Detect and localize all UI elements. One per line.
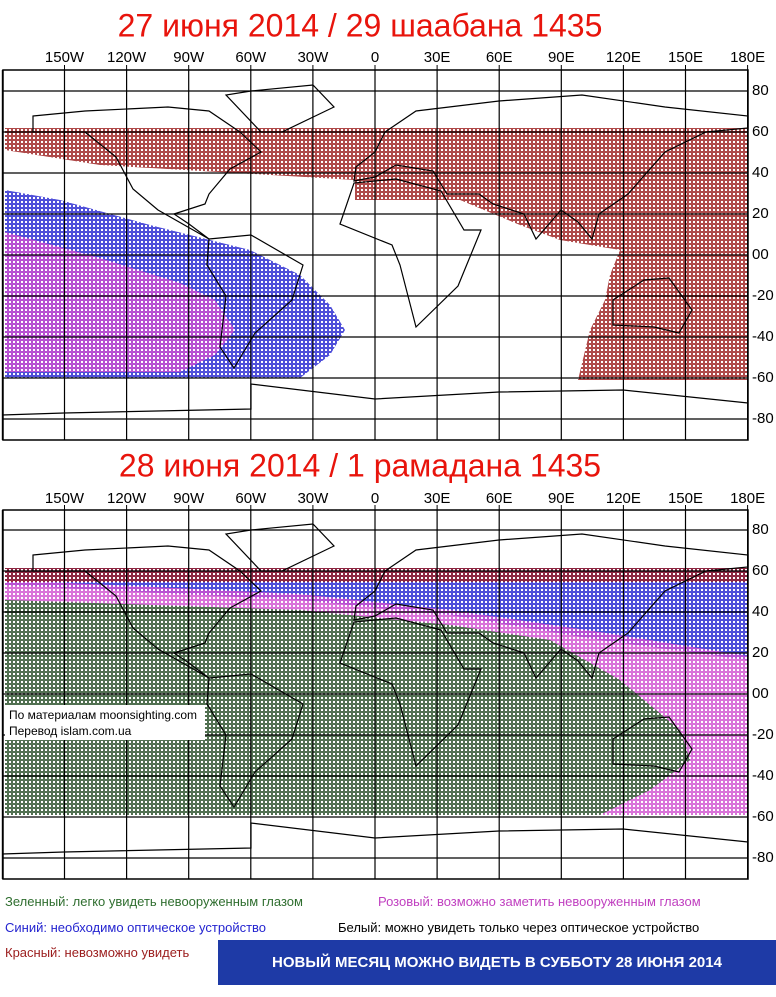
- lat-label: -80: [752, 849, 774, 866]
- lat-label: 20: [752, 205, 769, 222]
- banner: НОВЫЙ МЕСЯЦ МОЖНО ВИДЕТЬ В СУББОТУ 28 ИЮ…: [218, 940, 776, 985]
- lon-label: 120W: [107, 490, 147, 507]
- lat-label: -40: [752, 767, 774, 784]
- lon-label: 60E: [486, 490, 513, 507]
- legend-red: Красный: невозможно увидеть: [5, 945, 190, 960]
- lat-label: 60: [752, 562, 769, 579]
- map-title: 28 июня 2014 / 1 рамадана 1435: [119, 447, 601, 483]
- lat-label: -80: [752, 410, 774, 427]
- lat-label: -60: [752, 808, 774, 825]
- credit-line: Перевод islam.com.ua: [9, 724, 132, 738]
- legend-green: Зеленный: легко увидеть невооруженным гл…: [5, 894, 303, 909]
- lon-label: 30E: [424, 490, 451, 507]
- lon-label: 0: [371, 49, 379, 66]
- map-title: 27 июня 2014 / 29 шаабана 1435: [118, 7, 603, 43]
- lat-label: -20: [752, 287, 774, 304]
- lat-label: 40: [752, 603, 769, 620]
- credit-line: По материалам moonsighting.com: [9, 708, 198, 722]
- lon-label: 150E: [668, 490, 703, 507]
- lon-label: 30E: [424, 49, 451, 66]
- map-frame: [2, 69, 749, 441]
- lat-label: 00: [752, 685, 769, 702]
- credits: По материалам moonsighting.com Перевод i…: [5, 705, 205, 740]
- lon-label: 0: [371, 490, 379, 507]
- lon-label: 30W: [297, 490, 329, 507]
- lon-label: 90E: [548, 490, 575, 507]
- legend-blue: Синий: необходимо оптическое устройство: [5, 920, 267, 935]
- lon-label: 150E: [668, 49, 703, 66]
- lon-label: 60W: [235, 49, 267, 66]
- legend-white: Белый: можно увидеть только через оптиче…: [338, 920, 700, 935]
- lat-label: -20: [752, 726, 774, 743]
- lon-label: 60W: [235, 490, 267, 507]
- lon-label: 120E: [606, 49, 641, 66]
- lat-label: -60: [752, 369, 774, 386]
- lat-label: 60: [752, 123, 769, 140]
- lon-label: 150W: [45, 49, 85, 66]
- lon-label: 180E: [730, 490, 765, 507]
- map-frame: [2, 509, 749, 880]
- lon-label: 60E: [486, 49, 513, 66]
- lat-label: 00: [752, 246, 769, 263]
- lat-label: 80: [752, 521, 769, 538]
- lon-label: 30W: [297, 49, 329, 66]
- lon-label: 90W: [173, 490, 205, 507]
- lon-label: 120W: [107, 49, 147, 66]
- panel-1-fill: [5, 128, 748, 380]
- lon-label: 120E: [606, 490, 641, 507]
- panel-2-fill: [5, 568, 748, 815]
- lat-label: 80: [752, 82, 769, 99]
- lat-label: 40: [752, 164, 769, 181]
- lon-label: 150W: [45, 490, 85, 507]
- lon-label: 90E: [548, 49, 575, 66]
- lon-label: 180E: [730, 49, 765, 66]
- legend-pink: Розовый: возможно заметить невооруженным…: [378, 894, 701, 909]
- lat-label: 20: [752, 644, 769, 661]
- lat-label: -40: [752, 328, 774, 345]
- lon-label: 90W: [173, 49, 205, 66]
